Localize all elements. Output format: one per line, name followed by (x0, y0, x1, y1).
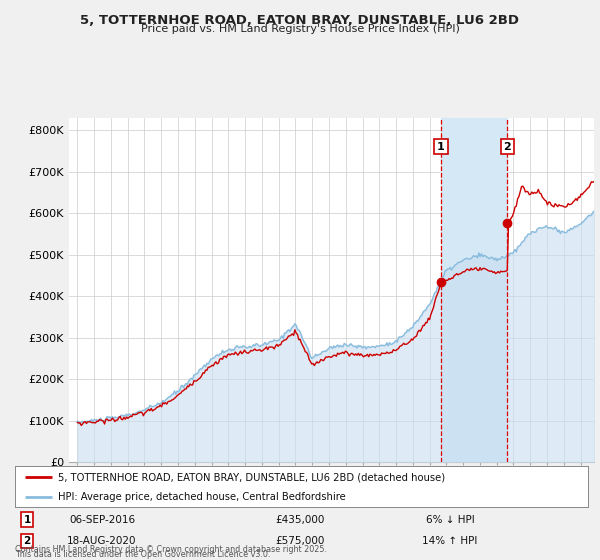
Text: 6% ↓ HPI: 6% ↓ HPI (425, 515, 475, 525)
Text: 06-SEP-2016: 06-SEP-2016 (69, 515, 135, 525)
Text: This data is licensed under the Open Government Licence v3.0.: This data is licensed under the Open Gov… (15, 550, 271, 559)
Text: £435,000: £435,000 (275, 515, 325, 525)
Text: 18-AUG-2020: 18-AUG-2020 (67, 536, 137, 546)
Text: £575,000: £575,000 (275, 536, 325, 546)
Text: 1: 1 (437, 142, 445, 152)
Text: 14% ↑ HPI: 14% ↑ HPI (422, 536, 478, 546)
Text: Price paid vs. HM Land Registry's House Price Index (HPI): Price paid vs. HM Land Registry's House … (140, 24, 460, 34)
Text: 2: 2 (23, 536, 31, 546)
Text: 1: 1 (23, 515, 31, 525)
Text: 5, TOTTERNHOE ROAD, EATON BRAY, DUNSTABLE, LU6 2BD (detached house): 5, TOTTERNHOE ROAD, EATON BRAY, DUNSTABL… (58, 473, 445, 482)
Text: 5, TOTTERNHOE ROAD, EATON BRAY, DUNSTABLE, LU6 2BD: 5, TOTTERNHOE ROAD, EATON BRAY, DUNSTABL… (80, 14, 520, 27)
Text: Contains HM Land Registry data © Crown copyright and database right 2025.: Contains HM Land Registry data © Crown c… (15, 545, 327, 554)
Text: HPI: Average price, detached house, Central Bedfordshire: HPI: Average price, detached house, Cent… (58, 492, 346, 502)
Text: 2: 2 (503, 142, 511, 152)
Bar (441, 118, 507, 462)
